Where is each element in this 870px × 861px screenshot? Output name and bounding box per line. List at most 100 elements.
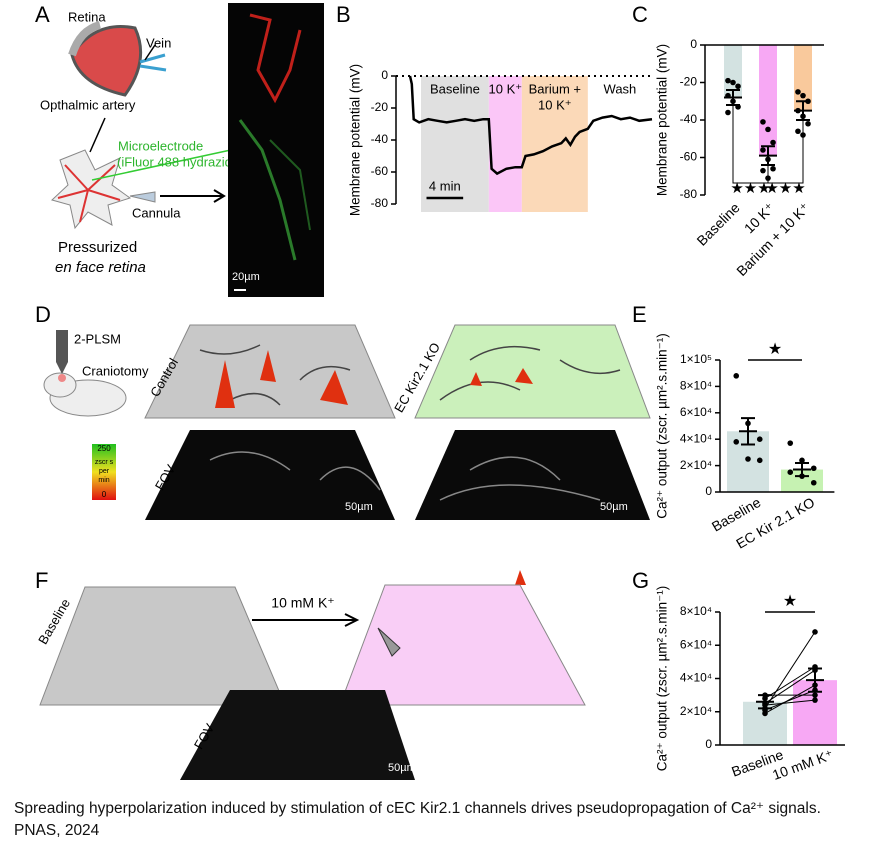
data-point (730, 79, 736, 86)
data-point (735, 83, 741, 90)
data-point (812, 692, 818, 698)
data-point (725, 109, 731, 116)
pair-line (764, 699, 816, 706)
phase-label: Baseline (430, 81, 480, 96)
pair-line (764, 684, 816, 714)
error-bar (793, 461, 811, 478)
data-point (812, 629, 818, 635)
y-axis-label: Membrane potential (mV) (348, 64, 363, 216)
scale-label: 20µm (232, 271, 260, 283)
scale-bar-label: 4 min (429, 178, 461, 193)
y-tick-label: 4×10⁴ (680, 671, 712, 685)
y-tick-label: 6×10⁴ (680, 637, 712, 651)
pair-line (764, 666, 816, 699)
phase-band (521, 76, 588, 212)
pair-line (764, 669, 816, 704)
data-point (760, 147, 766, 153)
colorbar-min: 0 (102, 490, 107, 499)
trace (408, 75, 653, 176)
data-point (805, 120, 811, 127)
panel-label: F (35, 568, 48, 593)
colorbar-unit: per (99, 468, 110, 475)
y-tick-label: -40 (680, 112, 698, 126)
data-point (795, 89, 801, 95)
colorbar (92, 444, 116, 500)
y-tick-label: 8×10⁴ (680, 379, 712, 393)
arrow (89, 117, 106, 153)
label: en face retina (55, 259, 146, 276)
colorbar-unit: zscr s (95, 459, 114, 466)
data-point (812, 697, 818, 703)
y-tick-label: 8×10⁴ (680, 604, 712, 618)
data-point (760, 119, 766, 125)
fov-image (180, 690, 415, 780)
panel-label: E (632, 302, 647, 327)
y-tick-label: 0 (381, 68, 388, 82)
phase-label: 10 K⁺ (538, 97, 572, 112)
data-point (795, 128, 801, 135)
pair-line (764, 689, 816, 711)
x-tick-label: Baseline (693, 199, 742, 248)
y-tick-label: 4×10⁴ (680, 431, 712, 445)
data-point (770, 139, 776, 146)
panel-label: D (35, 302, 51, 327)
label: Opthalmic artery (40, 97, 136, 112)
data-point (745, 456, 751, 462)
label: Microelectrode (118, 138, 203, 153)
phase-band (421, 76, 489, 212)
caption: Spreading hyperpolarization induced by s… (14, 800, 821, 839)
phase-label: 10 K⁺ (489, 81, 523, 96)
y-tick-label: -80 (371, 196, 389, 210)
label: Retina (68, 9, 106, 24)
fov-image (145, 430, 395, 520)
micrograph (228, 3, 324, 297)
phase-band (488, 76, 522, 212)
eye-schematic (68, 21, 167, 97)
map-treatment (339, 584, 586, 706)
data-point (799, 457, 805, 464)
arrow (252, 613, 360, 627)
panel-label: B (336, 2, 351, 27)
map-baseline (39, 586, 286, 706)
scale-label: 50µm (600, 501, 628, 513)
mouse-schematic (43, 330, 127, 417)
y-tick-label: 2×10⁴ (680, 704, 712, 718)
label: Cannula (132, 205, 181, 220)
data-point (787, 469, 794, 476)
bar (781, 469, 823, 492)
data-point (756, 457, 763, 464)
panel-label: A (35, 2, 50, 27)
label: Vein (146, 35, 171, 50)
error-bar (756, 694, 774, 710)
data-point (810, 479, 817, 486)
data-point (770, 165, 776, 172)
y-tick-label: 6×10⁴ (680, 405, 712, 419)
pair-line (764, 631, 816, 709)
arrow (160, 189, 226, 203)
data-point (733, 439, 740, 445)
label: (iFluor 488 hydrazide) (117, 154, 243, 169)
y-tick-label: -60 (371, 164, 389, 178)
significance-label: ★ (768, 341, 782, 358)
significance-label: ★★★ (730, 180, 770, 197)
y-axis-label: Membrane potential (mV) (655, 44, 670, 196)
map-ko (414, 324, 651, 419)
y-tick-label: -80 (680, 187, 698, 201)
y-tick-label: 0 (690, 37, 697, 51)
y-tick-label: 2×10⁴ (680, 458, 712, 472)
phase-label: Barium + (529, 81, 581, 96)
significance-label: ★★★ (765, 180, 805, 197)
panel-label: C (632, 2, 648, 27)
y-tick-label: -60 (680, 150, 698, 164)
data-point (756, 436, 763, 443)
y-axis-label: Ca²⁺ output (zscr. µm².s.min⁻¹) (655, 586, 670, 772)
scale-label: 50µm (345, 501, 373, 513)
panel-label: G (632, 568, 649, 593)
y-tick-label: -20 (680, 75, 698, 89)
data-point (725, 77, 731, 84)
y-tick-label: 0 (705, 484, 712, 498)
data-point (765, 126, 771, 133)
significance-bracket (767, 110, 804, 184)
figure: A B C D E F G Retina Vein Opthalmic arte… (35, 2, 845, 783)
